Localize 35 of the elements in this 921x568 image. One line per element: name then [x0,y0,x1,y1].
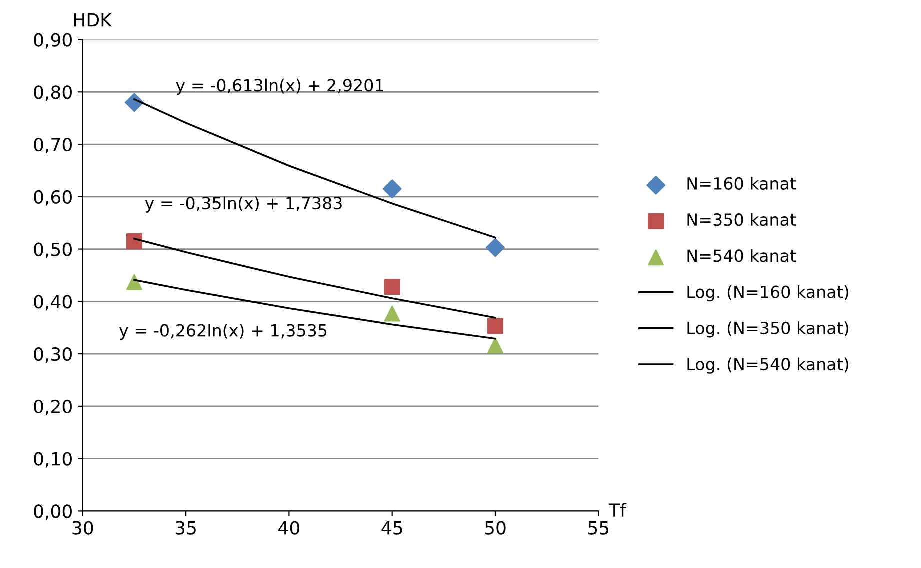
legend-label: Log. (N=350 kanat) [688,322,848,338]
y-tick-label: 0,30 [34,348,72,364]
legend-label: N=540 kanat [688,249,796,262]
y-tick-label: 0,50 [34,242,72,258]
y-tick-label: 0,00 [34,504,72,520]
y-tick-label: 0,20 [34,400,72,416]
x-tick-label: 30 [72,521,94,535]
x-axis-title: Tf [608,503,627,517]
y-tick-label: 0,70 [34,138,72,154]
legend-label: N=350 kanat [688,213,796,226]
annotation: y = -0,613ln(x) + 2,9201 [176,78,384,95]
point [488,338,504,354]
point [382,180,402,199]
x-tick-label: 45 [382,521,402,535]
y-tick-label: 0,10 [34,452,72,468]
y-axis-title: HDK [74,13,112,27]
point [384,306,400,322]
y-tick-label: 0,60 [34,190,72,206]
x-tick-label: 55 [588,521,609,535]
point [384,279,400,295]
x-tick-label: 50 [485,521,506,535]
legend-label: N=160 kanat [688,177,796,190]
point [126,274,142,290]
legend-label: Log. (N=540 kanat) [688,358,848,374]
y-tick-label: 0,40 [34,295,72,311]
legend-label: Log. (N=160 kanat) [688,285,848,302]
y-tick-label: 0,80 [34,86,72,102]
x-tick-label: 40 [278,521,300,535]
annotation: y = -0,262ln(x) + 1,3535 [119,324,327,340]
point [488,318,504,334]
x-tick-label: 35 [176,521,196,535]
point [486,238,505,258]
point [126,233,142,250]
y-tick-label: 0,90 [34,33,72,49]
annotation: y = -0,35ln(x) + 1,7383 [145,196,342,213]
